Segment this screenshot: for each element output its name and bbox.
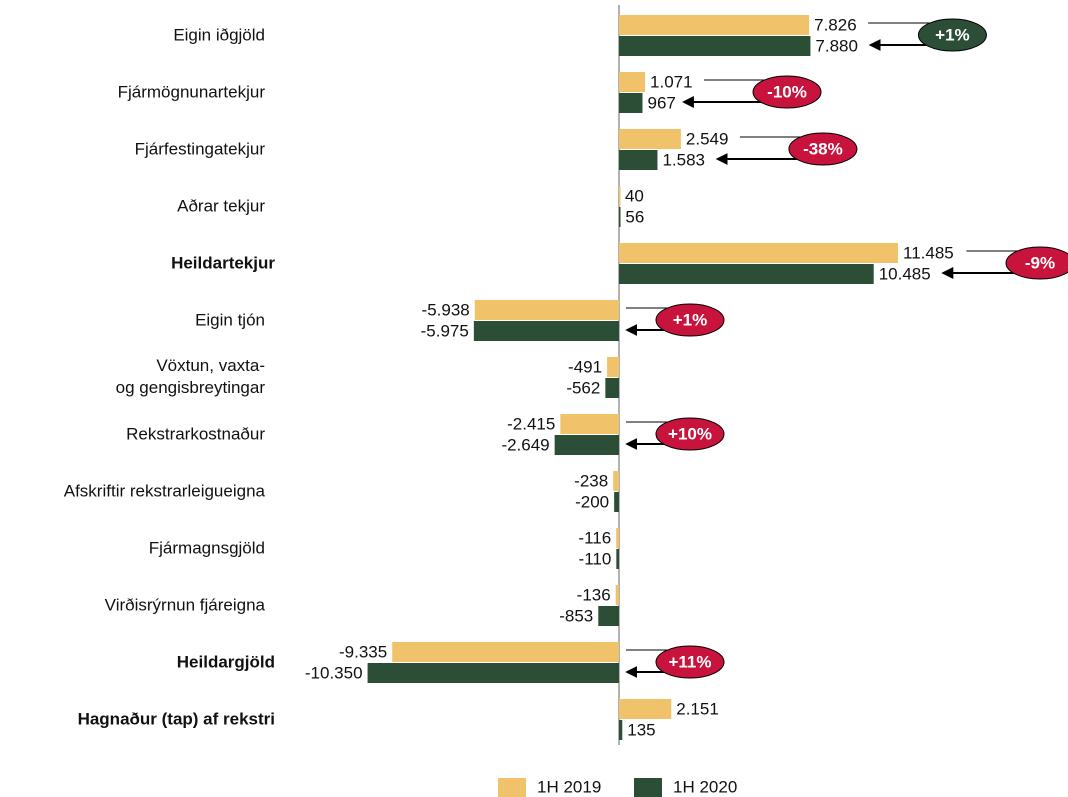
- category-label: Virðisrýrnun fjáreigna: [105, 595, 266, 614]
- value-label: 56: [625, 207, 644, 226]
- bar: [473, 321, 619, 341]
- category-label: Eigin iðgjöld: [173, 25, 265, 44]
- value-label: 1.071: [650, 72, 693, 91]
- change-badge: [788, 132, 858, 166]
- bar: [619, 15, 810, 35]
- change-label: -9%: [1025, 253, 1055, 272]
- value-label: 2.151: [676, 699, 719, 718]
- value-label: -110: [579, 549, 612, 568]
- bar: [619, 150, 658, 170]
- change-badge: [655, 303, 725, 337]
- bar: [392, 642, 619, 662]
- change-badge: [1005, 246, 1068, 280]
- bar: [619, 243, 898, 263]
- value-label: -2.649: [501, 435, 549, 454]
- bar: [619, 207, 621, 227]
- bar: [605, 378, 619, 398]
- value-label: 7.826: [814, 15, 857, 34]
- value-label: -238: [574, 471, 608, 490]
- value-label: -2.415: [507, 414, 555, 433]
- category-label: Heildargjöld: [177, 652, 275, 671]
- value-label: -562: [566, 378, 600, 397]
- category-label: Afskriftir rekstrarleigueigna: [64, 481, 266, 500]
- bar: [619, 36, 811, 56]
- value-label: 967: [647, 93, 675, 112]
- category-label: Fjárfestingatekjur: [135, 139, 266, 158]
- bar: [619, 93, 643, 113]
- bar: [560, 414, 619, 434]
- value-label: -136: [577, 585, 611, 604]
- bar: [619, 699, 672, 719]
- value-label: 7.880: [815, 36, 858, 55]
- legend-swatch: [634, 778, 662, 797]
- value-label: 11.485: [903, 243, 954, 262]
- category-label: Fjármögnunartekjur: [118, 82, 266, 101]
- value-label: 10.485: [879, 264, 931, 283]
- category-label: Aðrar tekjur: [177, 196, 265, 215]
- change-label: -38%: [803, 139, 843, 158]
- category-label: Heildartekjur: [171, 253, 275, 272]
- value-label: 40: [625, 186, 644, 205]
- bar: [619, 264, 874, 284]
- change-label: +1%: [935, 25, 970, 44]
- bar: [619, 720, 623, 740]
- value-label: 2.549: [686, 129, 729, 148]
- category-label: Vöxtun, vaxta-og gengisbreytingar: [116, 356, 266, 397]
- change-badge: [655, 417, 725, 451]
- change-label: +1%: [673, 310, 708, 329]
- bar: [614, 492, 619, 512]
- value-label: 1.583: [662, 150, 705, 169]
- change-badge: [917, 18, 987, 52]
- value-label: -200: [575, 492, 609, 511]
- legend-swatch: [498, 778, 526, 797]
- change-badge: [655, 645, 725, 679]
- change-label: +11%: [668, 652, 711, 671]
- value-label: -5.938: [422, 300, 470, 319]
- bar: [607, 357, 619, 377]
- bar: [616, 528, 619, 548]
- bar: [619, 186, 621, 206]
- change-badge: [752, 75, 822, 109]
- bar: [367, 663, 619, 683]
- category-label: Fjármagnsgjöld: [149, 538, 265, 557]
- value-label: -10.350: [305, 663, 363, 682]
- bar: [598, 606, 619, 626]
- value-label: -853: [559, 606, 593, 625]
- value-label: -491: [568, 357, 602, 376]
- bar: [554, 435, 619, 455]
- change-label: +10%: [668, 424, 712, 443]
- bar: [616, 549, 619, 569]
- bar: [615, 585, 619, 605]
- bar: [474, 300, 619, 320]
- bar: [619, 129, 681, 149]
- change-label: -10%: [767, 82, 807, 101]
- value-label: -116: [578, 528, 611, 547]
- value-label: -9.335: [339, 642, 387, 661]
- value-label: 135: [627, 720, 655, 739]
- value-label: -5.975: [421, 321, 469, 340]
- legend-label: 1H 2020: [673, 777, 737, 796]
- legend-label: 1H 2019: [537, 777, 601, 796]
- category-label: Rekstrarkostnaður: [126, 424, 265, 443]
- category-label: Hagnaður (tap) af rekstri: [78, 709, 275, 728]
- bar: [613, 471, 619, 491]
- category-label: Eigin tjón: [195, 310, 265, 329]
- bar: [619, 72, 646, 92]
